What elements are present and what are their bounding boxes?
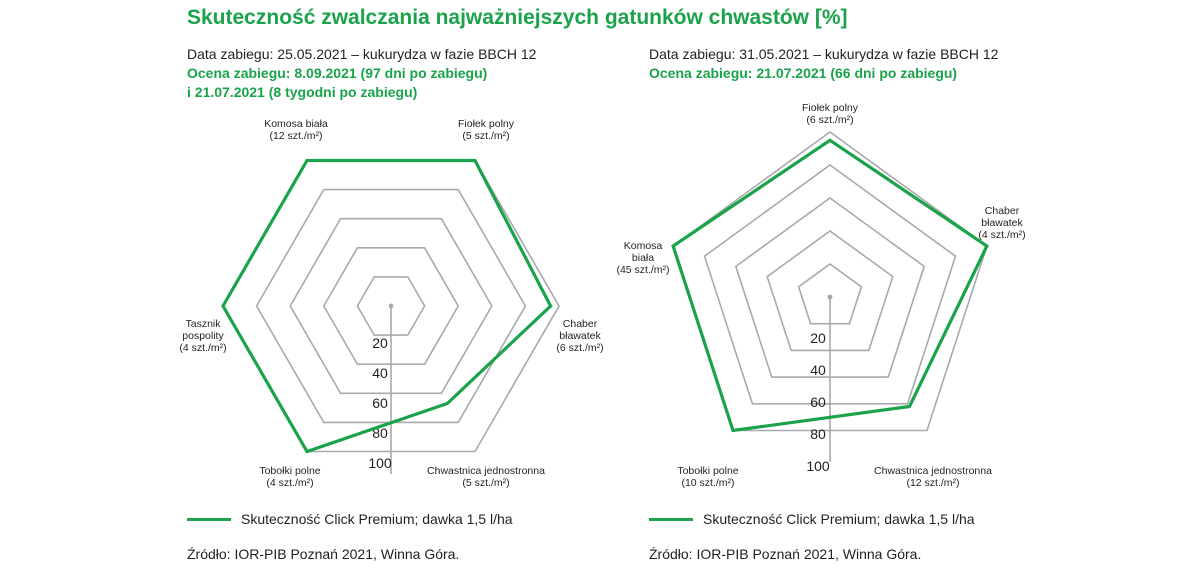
legend-line-swatch [649,517,693,521]
left-source: Źródło: IOR-PIB Poznań 2021, Winna Góra. [187,546,460,562]
legend-line-swatch [187,517,231,521]
tick-label-20: 20 [372,335,388,351]
left-evaluation-date: Ocena zabiegu: 8.09.2021 (97 dni po zabi… [187,65,488,81]
center-dot [388,303,394,309]
left-legend: Skuteczność Click Premium; dawka 1,5 l/h… [187,511,513,527]
axis-label-chaber-blawatek: Chaber bławatek (4 szt./m²) [978,205,1025,241]
tick-label-80: 80 [810,426,826,442]
tick-label-40: 40 [372,365,388,381]
axis-label-chwastnica-jednostronna: Chwastnica jednostronna (12 szt./m²) [874,465,992,489]
axis-label-tasznik-pospolity: Tasznik pospolity (4 szt./m²) [179,318,226,354]
axis-label-fiolek-polny: Fiołek polny (5 szt./m²) [458,118,515,142]
grid-ring-40 [322,247,460,366]
tick-label-40: 40 [810,362,826,378]
axis-label-chaber-blawatek: Chaber bławatek (6 szt./m²) [556,318,603,354]
axis-label-chwastnica-jednostronna: Chwastnica jednostronna (5 szt./m²) [427,465,545,489]
tick-label-60: 60 [372,395,388,411]
axis-label-komosa-biala: Komosa biała (45 szt./m²) [616,240,669,276]
right-header: Data zabiegu: 31.05.2021 – kukurydza w f… [649,45,998,83]
grid-ring-20 [356,276,426,336]
right-evaluation-date: Ocena zabiegu: 21.07.2021 (66 dni po zab… [649,65,958,81]
center-dot [827,294,833,300]
tick-label-100: 100 [368,455,392,471]
left-evaluation-date-2: i 21.07.2021 (8 tygodni po zabiegu) [187,84,418,100]
right-treatment-date: Data zabiegu: 31.05.2021 – kukurydza w f… [649,46,999,62]
axis-label-fiolek-polny: Fiołek polny (6 szt./m²) [802,102,859,126]
left-treatment-date: Data zabiegu: 25.05.2021 – kukurydza w f… [187,46,537,62]
grid-ring-60 [289,217,493,395]
right-source: Źródło: IOR-PIB Poznań 2021, Winna Góra. [649,546,922,562]
right-legend: Skuteczność Click Premium; dawka 1,5 l/h… [649,511,975,527]
page-title: Skuteczność zwalczania najważniejszych g… [187,6,848,29]
axis-label-komosa-biala: Komosa biała (12 szt./m²) [264,118,328,142]
grid-ring-80 [255,188,527,424]
series-line-0 [671,138,989,433]
tick-label-60: 60 [810,394,826,410]
axis-label-tobolki-polne: Tobołki polne (10 szt./m²) [677,465,738,489]
right-legend-label: Skuteczność Click Premium; dawka 1,5 l/h… [703,511,975,527]
tick-label-100: 100 [806,458,830,474]
left-header: Data zabiegu: 25.05.2021 – kukurydza w f… [187,45,536,102]
left-legend-label: Skuteczność Click Premium; dawka 1,5 l/h… [241,511,513,527]
axis-label-tobolki-polne: Tobołki polne (4 szt./m²) [259,465,320,489]
tick-label-20: 20 [810,330,826,346]
